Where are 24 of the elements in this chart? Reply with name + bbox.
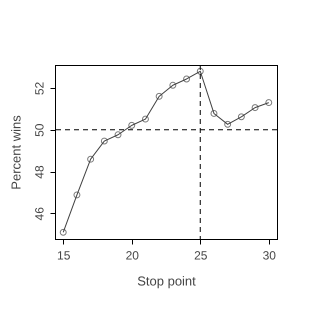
point xyxy=(183,76,190,82)
x-tick-label: 30 xyxy=(262,248,276,262)
point xyxy=(128,122,136,129)
point xyxy=(210,110,218,117)
point xyxy=(252,104,259,112)
y-tick-label: 50 xyxy=(32,123,46,137)
point xyxy=(196,68,204,75)
y-tick-label: 46 xyxy=(32,206,46,220)
x-tick-label: 20 xyxy=(126,248,140,262)
point xyxy=(142,116,149,123)
point xyxy=(224,120,232,128)
y-axis-title: Percent wins xyxy=(8,114,24,190)
point xyxy=(156,92,163,100)
point xyxy=(238,113,245,120)
x-axis-title: Stop point xyxy=(137,274,196,288)
point xyxy=(100,138,108,144)
point xyxy=(114,131,122,138)
point xyxy=(73,191,80,198)
y-tick-label: 52 xyxy=(32,81,46,96)
y-tick-label: 48 xyxy=(32,165,46,179)
point xyxy=(169,82,176,89)
x-tick-label: 15 xyxy=(57,248,71,262)
x-tick-label: 25 xyxy=(194,248,208,262)
point xyxy=(87,156,94,163)
